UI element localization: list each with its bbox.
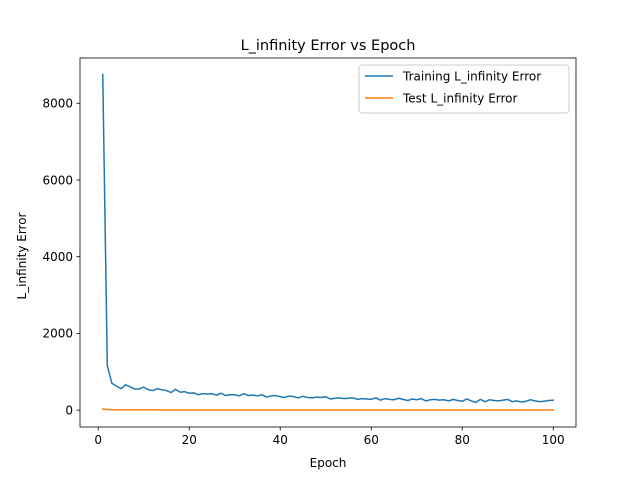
x-tick-label: 60 — [364, 433, 379, 447]
legend: Training L_infinity Error Test L_infinity… — [358, 64, 570, 114]
legend-box — [358, 64, 570, 114]
y-axis-title: L_infinity Error — [15, 212, 29, 299]
series-line-1 — [101, 73, 555, 404]
legend-label-2: Test L_infinity Error — [402, 91, 518, 105]
y-tick-label: 4000 — [42, 250, 73, 264]
x-tick-label: 100 — [542, 433, 565, 447]
y-tick-label: 2000 — [42, 327, 73, 341]
chart-title: L_infinity Error vs Epoch — [241, 38, 416, 54]
y-tick-label: 8000 — [42, 97, 73, 111]
y-tick-label: 6000 — [42, 173, 73, 187]
legend-label-1: Training L_infinity Error — [402, 69, 541, 83]
x-tick-label: 20 — [182, 433, 197, 447]
series-line-2 — [101, 408, 554, 411]
x-tick-label: 80 — [455, 433, 470, 447]
plot-area: 0 20 40 60 80 100 0 2000 4000 6000 8000 — [42, 57, 577, 447]
plot-frame — [79, 57, 577, 428]
x-axis-title: Epoch — [310, 456, 347, 470]
y-tick-label: 0 — [65, 403, 73, 417]
x-tick-label: 0 — [94, 433, 102, 447]
x-tick-label: 40 — [273, 433, 288, 447]
